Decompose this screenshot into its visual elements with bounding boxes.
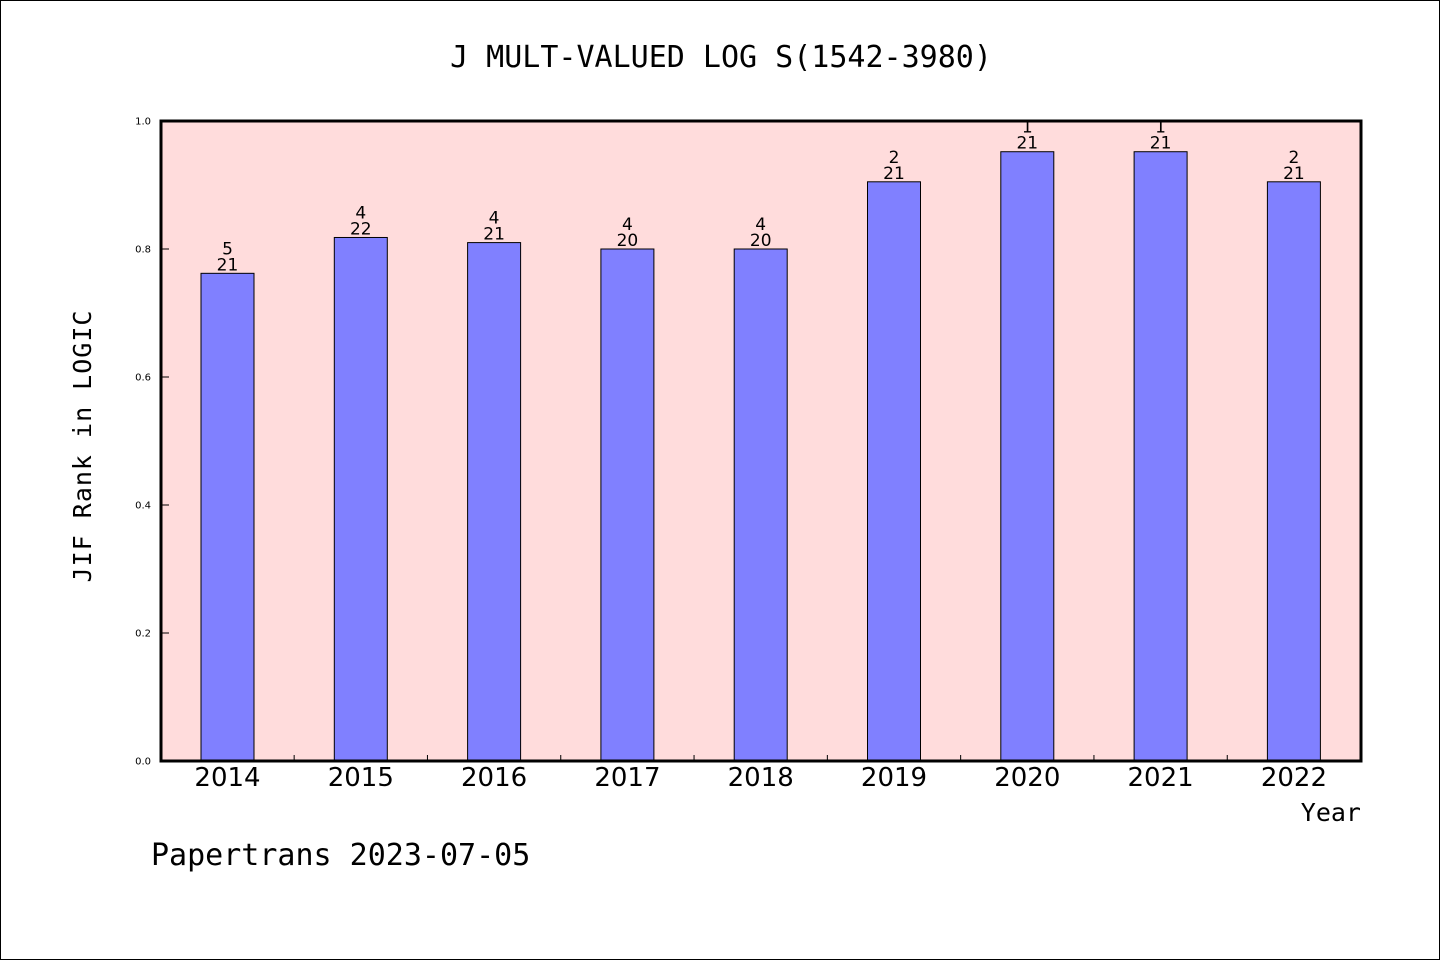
x-tick-label: 2015 [328,763,394,793]
bar-2017 [600,248,655,762]
y-axis-label: JIF Rank in LOGIC [68,310,97,583]
bar-total-label: 20 [750,231,772,251]
bar-2021 [1133,151,1188,762]
x-axis: 2014 2015 2016 2017 2018 2019 2020 2021 2022 [194,755,1327,793]
x-tick-label: 2020 [994,763,1060,793]
y-tick-label: 0.8 [135,245,151,256]
bar-rank-label: 4 [355,203,366,223]
plot-border [159,119,1363,763]
x-tick-label: 2022 [1261,763,1327,793]
bar-2019 [867,181,921,762]
footer-credit: Papertrans 2023-07-05 [151,838,530,873]
y-tick-label: 0.4 [135,501,151,512]
bar-total-label: 21 [883,164,905,184]
bar-rank-label: 1 [1155,118,1166,138]
bar-rank-label: 4 [489,209,500,229]
x-tick-label: 2018 [728,763,794,793]
y-tick-label: 0.2 [135,629,151,640]
bar-total-label: 21 [483,225,505,245]
x-tick-label: 2021 [1128,763,1194,793]
bar-total-label: 22 [350,219,372,239]
bar-total-label: 21 [1016,134,1038,154]
x-tick-label: 2017 [594,763,660,793]
chart-title: J MULT-VALUED LOG S(1542-3980) [450,40,992,75]
bar-total-label: 21 [217,255,239,275]
bar-2020 [1000,151,1055,762]
bar-2022 [1266,181,1321,762]
bar-2018 [733,248,788,762]
bar-2014 [200,272,255,762]
bar-rank-label: 4 [622,215,633,235]
bar-rank-label: 1 [1022,118,1033,138]
y-tick-label: 0.6 [135,373,151,384]
bar-rank-label: 2 [1288,148,1299,168]
x-tick-label: 2016 [461,763,527,793]
bar-rank-label: 2 [889,148,900,168]
x-tick-label: 2014 [194,763,260,793]
bar-rank-label: 5 [222,239,233,259]
bar-total-label: 20 [617,231,639,251]
x-axis-label: Year [1301,798,1361,827]
bar-total-label: 21 [1150,134,1172,154]
y-tick-label: 1.0 [135,117,151,128]
bar-total-label: 21 [1283,164,1305,184]
y-tick-label: 0.0 [135,757,151,768]
x-tick-label: 2019 [861,763,927,793]
bar-2015 [333,236,388,762]
bar-2016 [467,242,522,762]
bar-rank-label: 4 [755,215,766,235]
